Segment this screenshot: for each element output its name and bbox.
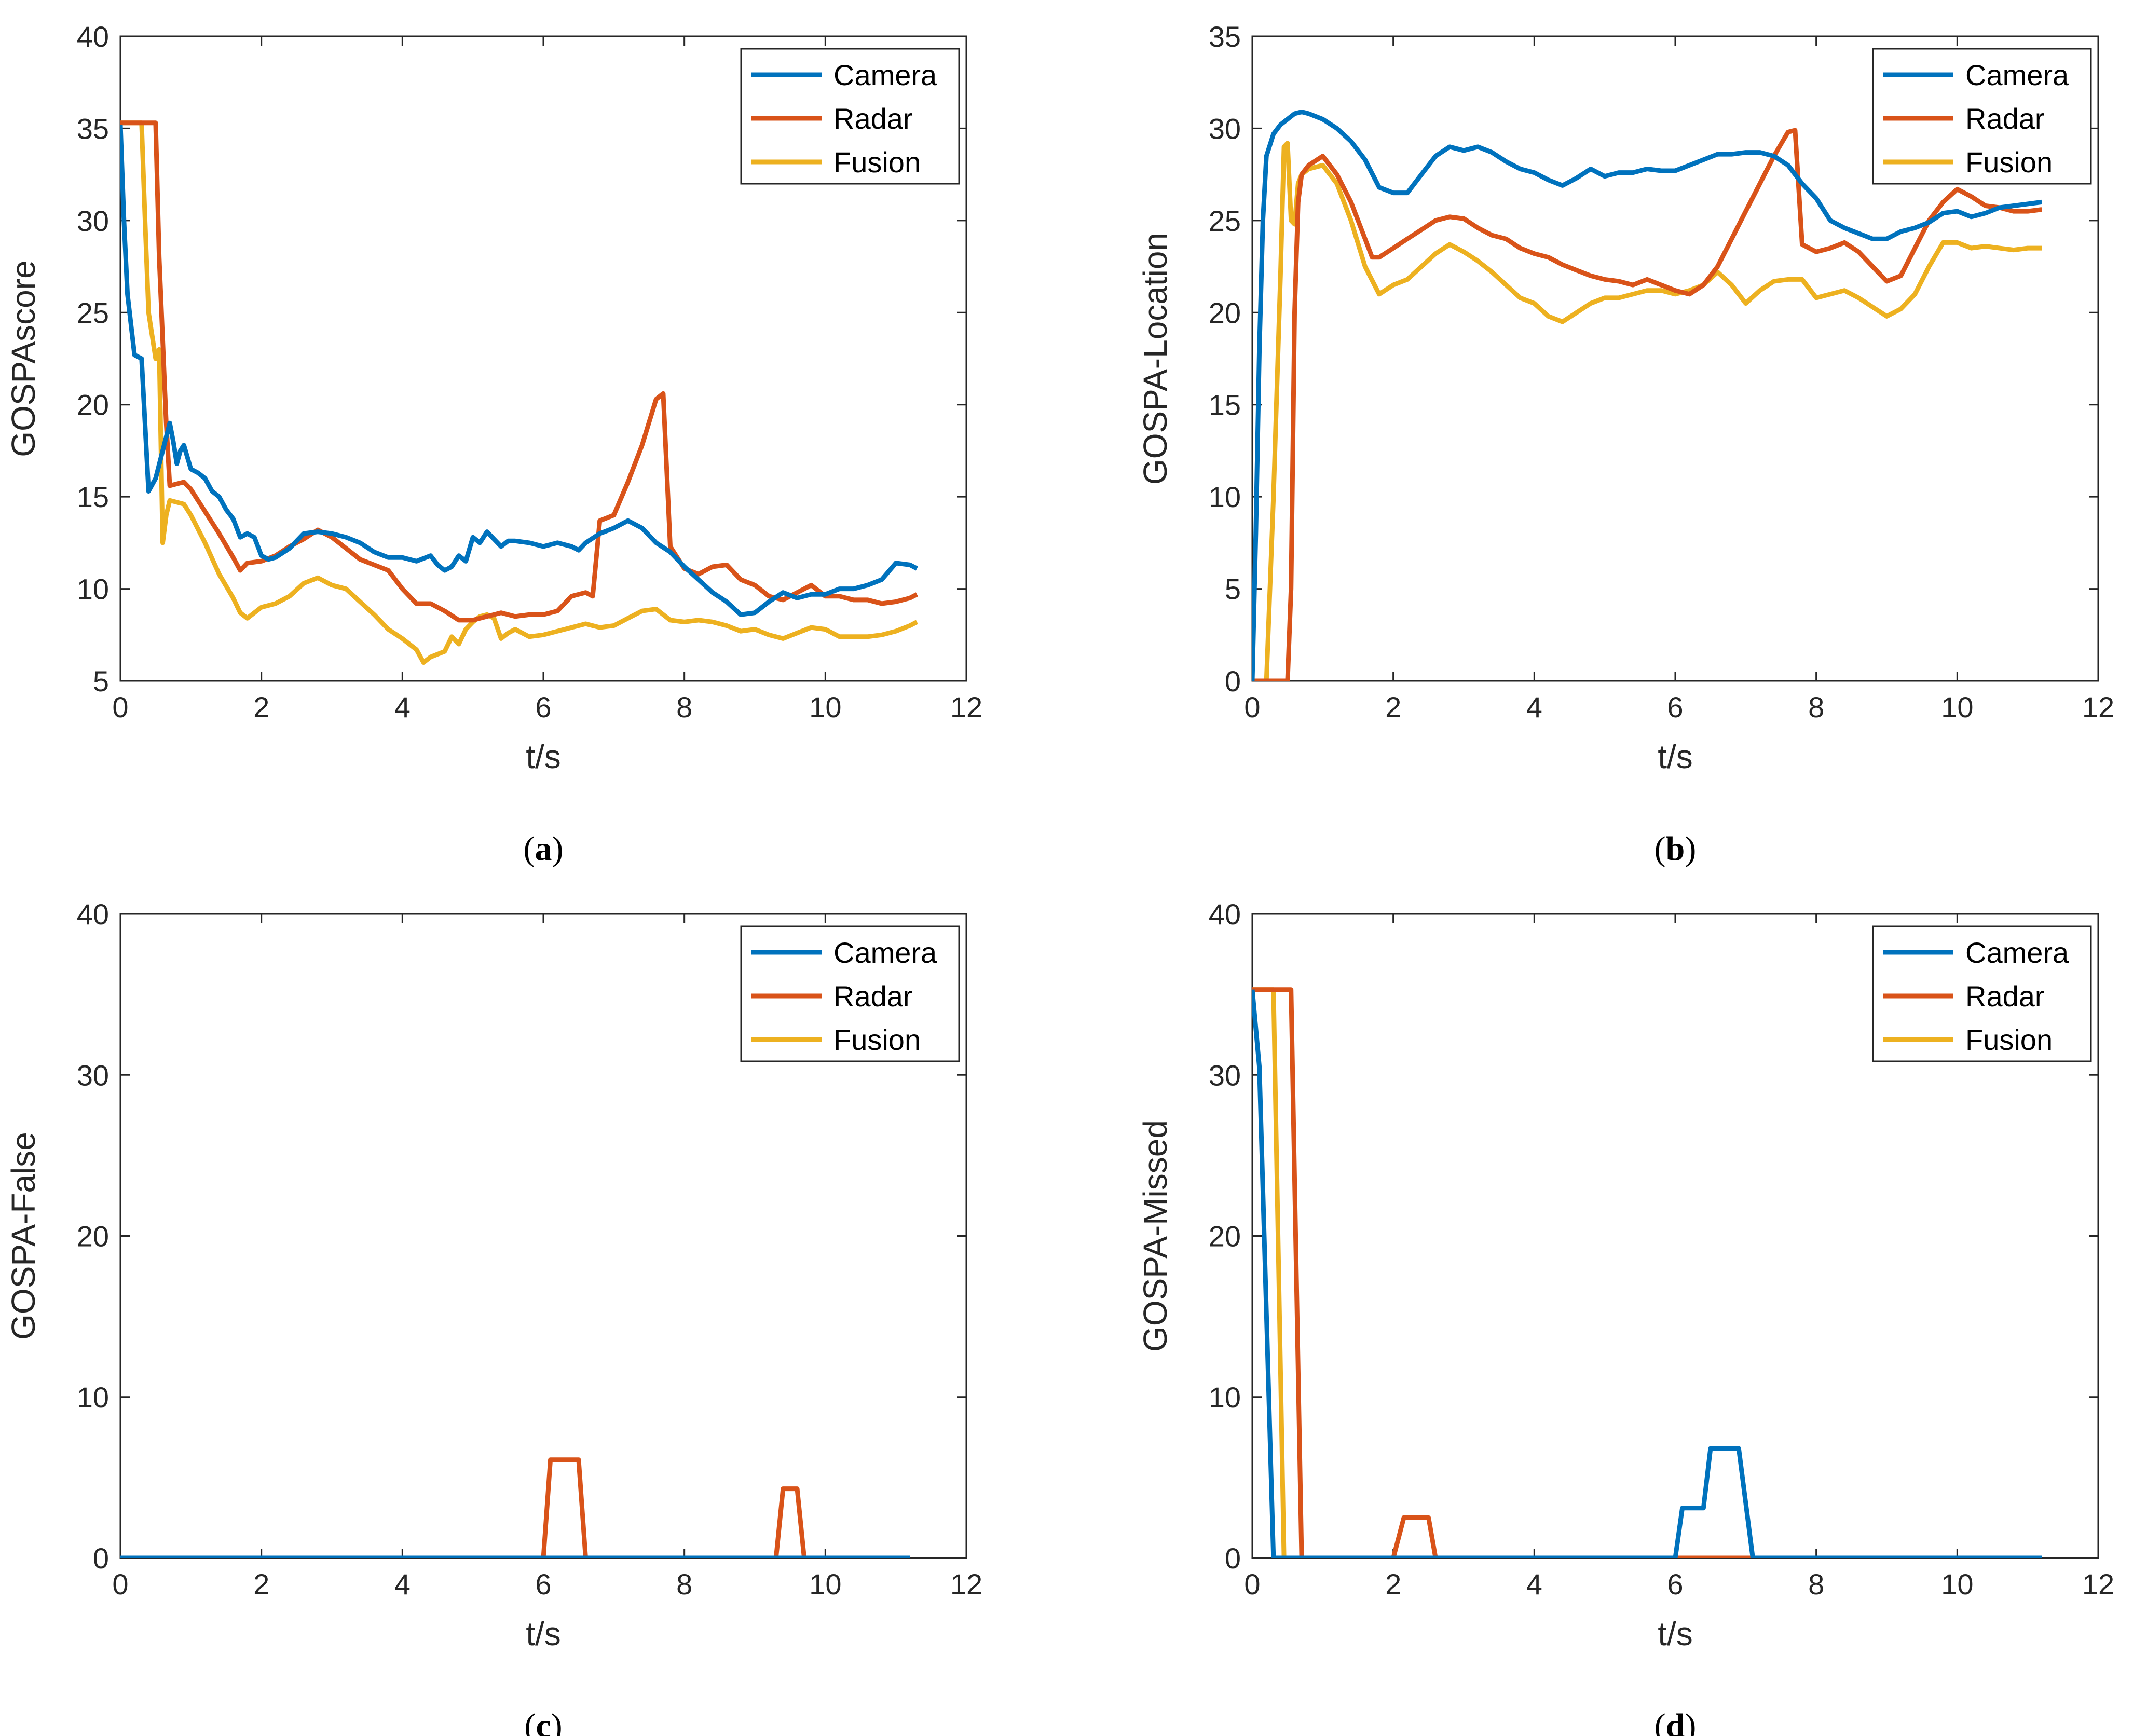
legend: Camera Radar Fusion xyxy=(740,48,960,185)
y-tick-label: 20 xyxy=(1209,296,1241,329)
series-line-radar xyxy=(1252,987,2042,1558)
y-axis-label: GOSPA-Location xyxy=(1137,233,1174,485)
y-tick-label: 0 xyxy=(93,1542,109,1575)
legend-label-radar: Radar xyxy=(1965,980,2045,1013)
chart-panel-c: 0 2 4 6 8 10 12 0 10 20 30 40 t/s GOSPA-False Camera Ra… xyxy=(5,898,982,1736)
x-tick-label: 6 xyxy=(535,691,551,723)
x-tick-label: 8 xyxy=(676,691,692,723)
y-tick-label: 20 xyxy=(77,1220,109,1253)
x-tick-label: 2 xyxy=(1385,1568,1401,1601)
legend-label-radar: Radar xyxy=(833,980,913,1013)
y-axis-label: GOSPA-False xyxy=(5,1132,42,1340)
y-tick-label: 10 xyxy=(1209,481,1241,513)
x-tick-label: 4 xyxy=(1526,1568,1542,1601)
y-tick-label: 35 xyxy=(1209,20,1241,53)
y-tick-label: 40 xyxy=(77,20,109,53)
y-tick-label: 25 xyxy=(1209,204,1241,237)
x-axis-label: t/s xyxy=(526,738,561,775)
y-tick-label: 30 xyxy=(77,1059,109,1091)
x-tick-label: 4 xyxy=(1526,691,1542,723)
x-axis-label: t/s xyxy=(1658,1615,1693,1652)
y-tick-label: 30 xyxy=(1209,112,1241,145)
legend-label-fusion: Fusion xyxy=(833,146,921,179)
y-tick-label: 0 xyxy=(1225,1542,1241,1575)
x-tick-label: 2 xyxy=(253,691,269,723)
x-tick-label: 8 xyxy=(1808,691,1824,723)
x-tick-label: 6 xyxy=(535,1568,551,1601)
y-tick-label: 40 xyxy=(1209,898,1241,931)
y-tick-label: 40 xyxy=(77,898,109,931)
series-line-camera xyxy=(120,125,918,617)
x-tick-label: 0 xyxy=(112,691,128,723)
y-tick-label: 20 xyxy=(1209,1220,1241,1253)
y-tick-label: 20 xyxy=(77,389,109,421)
x-tick-label: 6 xyxy=(1667,1568,1683,1601)
legend: Camera Radar Fusion xyxy=(1872,48,2092,185)
x-tick-label: 12 xyxy=(2082,1568,2114,1601)
y-tick-label: 30 xyxy=(1209,1059,1241,1091)
legend: Camera Radar Fusion xyxy=(740,925,960,1062)
series-line-fusion xyxy=(120,120,918,665)
legend-label-fusion: Fusion xyxy=(1965,146,2053,179)
series-group xyxy=(1252,110,2042,681)
series-group xyxy=(1252,987,2042,1558)
legend-label-radar: Radar xyxy=(1965,102,2045,135)
panel-caption: (c) xyxy=(524,1707,562,1736)
x-tick-label: 0 xyxy=(1244,691,1260,723)
x-tick-label: 10 xyxy=(1941,1568,1973,1601)
x-tick-label: 10 xyxy=(809,1568,841,1601)
series-line-radar xyxy=(1252,128,2042,681)
series-group xyxy=(120,1457,910,1558)
y-axis-label: GOSPAscore xyxy=(5,260,42,457)
x-tick-label: 4 xyxy=(394,1568,411,1601)
x-tick-label: 0 xyxy=(1244,1568,1260,1601)
y-tick-label: 15 xyxy=(1209,389,1241,421)
chart-panel-b: 0 2 4 6 8 10 12 0 5 10 15 20 25 30 35 t/s GOSPA-Location… xyxy=(1137,20,2114,868)
legend-label-fusion: Fusion xyxy=(1965,1023,2053,1056)
legend-label-fusion: Fusion xyxy=(833,1023,921,1056)
x-tick-label: 0 xyxy=(112,1568,128,1601)
y-tick-label: 35 xyxy=(77,112,109,145)
x-tick-label: 4 xyxy=(394,691,411,723)
chart-panel-a: 0 2 4 6 8 10 12 5 10 15 20 25 30 35 40 t/s GOSPAscore Cam… xyxy=(5,20,982,868)
x-tick-label: 8 xyxy=(676,1568,692,1601)
panel-caption: (a) xyxy=(524,830,564,868)
x-tick-label: 12 xyxy=(950,1568,982,1601)
x-tick-label: 10 xyxy=(1941,691,1973,723)
panel-caption: (b) xyxy=(1655,830,1697,868)
x-tick-label: 10 xyxy=(809,691,841,723)
chart-panel-d: 0 2 4 6 8 10 12 0 10 20 30 40 t/s GOSPA-Missed Camera R… xyxy=(1137,898,2114,1736)
x-tick-label: 8 xyxy=(1808,1568,1824,1601)
legend-label-camera: Camera xyxy=(833,59,937,91)
y-tick-label: 15 xyxy=(77,481,109,513)
legend-label-radar: Radar xyxy=(833,102,913,135)
series-line-camera xyxy=(1252,989,2042,1558)
series-line-radar xyxy=(120,1457,910,1558)
y-tick-label: 10 xyxy=(77,1381,109,1414)
series-group xyxy=(120,120,918,665)
y-tick-label: 5 xyxy=(1225,573,1241,606)
legend-label-camera: Camera xyxy=(833,936,937,969)
y-tick-label: 10 xyxy=(77,573,109,606)
legend-label-camera: Camera xyxy=(1965,936,2069,969)
legend: Camera Radar Fusion xyxy=(1872,925,2092,1062)
y-tick-label: 0 xyxy=(1225,665,1241,698)
x-axis-label: t/s xyxy=(526,1615,561,1652)
y-tick-label: 25 xyxy=(77,296,109,329)
y-tick-label: 5 xyxy=(93,665,109,698)
series-line-camera xyxy=(1252,110,2042,681)
legend-label-camera: Camera xyxy=(1965,59,2069,91)
x-tick-label: 12 xyxy=(950,691,982,723)
y-axis-label: GOSPA-Missed xyxy=(1137,1120,1174,1352)
x-axis-label: t/s xyxy=(1658,738,1693,775)
y-tick-label: 10 xyxy=(1209,1381,1241,1414)
x-tick-label: 12 xyxy=(2082,691,2114,723)
x-tick-label: 2 xyxy=(1385,691,1401,723)
y-tick-label: 30 xyxy=(77,204,109,237)
x-tick-label: 6 xyxy=(1667,691,1683,723)
panel-caption: (d) xyxy=(1655,1707,1697,1736)
x-tick-label: 2 xyxy=(253,1568,269,1601)
